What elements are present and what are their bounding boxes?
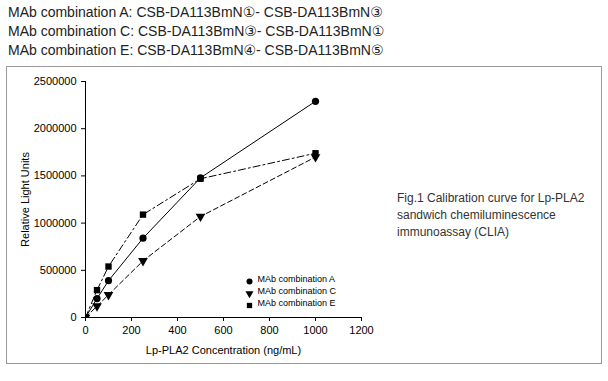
svg-text:Lp-PLA2 Concentration (ng/mL): Lp-PLA2 Concentration (ng/mL)	[146, 344, 301, 356]
svg-text:0: 0	[70, 311, 76, 323]
svg-text:1500000: 1500000	[34, 169, 77, 181]
svg-text:0: 0	[82, 324, 88, 336]
svg-text:Relative Light Units: Relative Light Units	[19, 152, 31, 247]
svg-text:MAb combination A: MAb combination A	[258, 274, 336, 284]
svg-text:2000000: 2000000	[34, 122, 77, 134]
svg-text:2500000: 2500000	[34, 75, 77, 87]
svg-text:MAb combination E: MAb combination E	[258, 298, 336, 308]
html-text:MAb combination A: CSB-DA113Bm: MAb combination A: CSB-DA113BmN①- CSB-DA…	[8, 4, 383, 20]
html-text:Fig.1 Calibration curve for Lp: Fig.1 Calibration curve for Lp-PLA2 sand…	[397, 190, 585, 239]
html-text:MAb combination E: CSB-DA113Bm: MAb combination E: CSB-DA113BmN④- CSB-DA…	[8, 42, 384, 58]
html-text:MAb combination C: CSB-DA113Bm: MAb combination C: CSB-DA113BmN③- CSB-DA…	[8, 23, 385, 39]
svg-text:MAb combination C: MAb combination C	[258, 286, 337, 296]
svg-text:500000: 500000	[40, 264, 77, 276]
svg-text:1200: 1200	[349, 324, 373, 336]
svg-text:600: 600	[214, 324, 232, 336]
svg-text:200: 200	[122, 324, 140, 336]
svg-text:400: 400	[168, 324, 186, 336]
svg-text:800: 800	[260, 324, 278, 336]
svg-text:1000000: 1000000	[34, 217, 77, 229]
svg-text:1000: 1000	[303, 324, 327, 336]
